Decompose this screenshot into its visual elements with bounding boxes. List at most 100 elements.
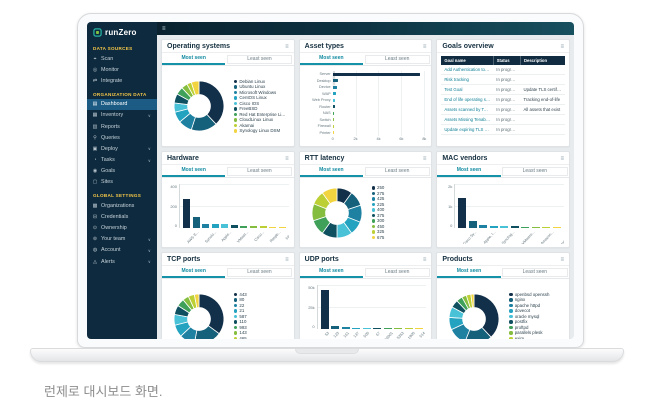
goals-table-container: Goal name Status Description Add Authentica…	[437, 53, 569, 146]
sidebar-item-credentials[interactable]: ⊟ Credentials	[87, 211, 157, 222]
panel-menu-icon[interactable]: ≡	[560, 43, 564, 50]
tab-most-seen[interactable]: Most seen	[162, 53, 226, 65]
goals-table: Goal name Status Description Add Authentica…	[441, 56, 565, 135]
panel-menu-icon[interactable]: ≡	[560, 256, 564, 263]
panel-menu-icon[interactable]: ≡	[285, 43, 289, 50]
tab-least-seen[interactable]: Least seen	[502, 267, 568, 277]
legend-dot	[509, 309, 513, 313]
tab-least-seen[interactable]: Least seen	[364, 267, 430, 277]
goal-row: Add Authentication to all Re...In progre…	[441, 65, 565, 75]
bar-chart: 2k 1k 0 Cisco Sy... Apple, I... Synolog... VMw…	[442, 181, 564, 244]
bar	[500, 226, 509, 228]
donut-chart	[449, 293, 500, 339]
sidebar-item-label: Scan	[101, 55, 114, 62]
goal-status: In progress	[493, 104, 521, 115]
legend-item: proftpd	[509, 325, 549, 331]
sidebar-item-label: Dashboard	[101, 101, 128, 108]
sidebar-item-goals[interactable]: ◉ Goals	[87, 166, 157, 177]
bar	[332, 118, 334, 122]
sidebar-item-integrate[interactable]: ⇄ Integrate	[87, 75, 157, 86]
goal-link[interactable]: Assets Missing Tenable Vul...	[441, 114, 494, 125]
runzero-logo-icon	[93, 28, 102, 37]
legend-dot	[371, 186, 376, 190]
bar	[259, 226, 267, 228]
tab-most-seen[interactable]: Most seen	[299, 266, 363, 278]
legend-dot	[234, 123, 238, 128]
tab-least-seen[interactable]: Least seen	[364, 54, 430, 64]
bar	[404, 328, 413, 329]
bar-row: Server	[305, 72, 427, 77]
bar	[394, 328, 403, 329]
sidebar-item-ownership[interactable]: ⊙ Ownership	[87, 222, 157, 233]
legend-item: 275	[371, 191, 384, 197]
legend-dot	[509, 303, 513, 308]
legend-item: exim	[509, 336, 549, 339]
bar	[332, 98, 336, 102]
panel-hardware: Hardware ≡ Most seen Least seen 400 200 0 A…	[161, 151, 295, 248]
sidebar-section-header: ORGANIZATION DATA	[93, 91, 147, 97]
panel-title: Hardware	[167, 155, 199, 162]
sidebar-item-dashboard[interactable]: ▤ Dashboard	[87, 98, 157, 110]
legend-dot	[371, 197, 376, 201]
queries-icon: ⚲	[93, 134, 97, 141]
goal-link[interactable]: Risk tracking	[441, 74, 494, 85]
tab-least-seen[interactable]: Least seen	[502, 166, 568, 176]
tab-least-seen[interactable]: Least seen	[226, 54, 293, 64]
hamburger-menu-icon[interactable]: ≡	[162, 25, 166, 32]
monitor-icon: ◎	[92, 66, 98, 73]
tab-least-seen[interactable]: Least seen	[226, 267, 293, 277]
legend-dot	[234, 320, 238, 324]
tab-least-seen[interactable]: Least seen	[364, 166, 430, 176]
bar	[468, 220, 477, 228]
panel-menu-icon[interactable]: ≡	[422, 43, 427, 50]
sidebar-item-alerts[interactable]: ◬ Alerts ∨	[87, 256, 157, 267]
sidebar-item-reports[interactable]: ▥ Reports	[87, 121, 157, 132]
goal-link[interactable]: Add Authentication to all Re...	[441, 65, 494, 75]
goal-link[interactable]: Assets scanned by Tenable ...	[441, 104, 494, 115]
sidebar: runZero DATA SOURCES ⌖ Scan ◎ Monitor ⇄ Integr…	[87, 22, 157, 339]
panel-menu-icon[interactable]: ≡	[285, 256, 289, 263]
panel-rtt-latency: RTT latency ≡ Most seen Least seen 250 27…	[298, 151, 433, 248]
tab-least-seen[interactable]: Least seen	[226, 166, 293, 176]
panel-menu-icon[interactable]: ≡	[422, 155, 427, 162]
legend-dot	[234, 309, 238, 313]
panel-title: RTT latency	[304, 155, 345, 162]
sidebar-item-scan[interactable]: ⌖ Scan	[87, 53, 157, 64]
sidebar-item-deploy[interactable]: ▣ Deploy ∨	[87, 143, 157, 154]
goal-link[interactable]: Update expiring TLS certs	[441, 124, 494, 135]
tab-most-seen[interactable]: Most seen	[299, 53, 363, 65]
chevron-down-icon: ∨	[147, 236, 151, 242]
chevron-down-icon: ∨	[147, 146, 151, 152]
panel-menu-icon[interactable]: ≡	[285, 155, 289, 162]
sidebar-item-sites[interactable]: ▢ Sites	[87, 177, 157, 188]
alerts-icon: ◬	[93, 258, 97, 265]
tab-most-seen[interactable]: Most seen	[162, 266, 226, 278]
bar	[352, 327, 361, 329]
tab-most-seen[interactable]: Most seen	[437, 165, 501, 177]
sidebar-item-account[interactable]: ◍ Account ∨	[87, 245, 157, 256]
sidebar-item-inventory[interactable]: ▦ Inventory ∨	[87, 110, 157, 121]
sidebar-item-your-team[interactable]: ⊚ Your team ∨	[87, 234, 157, 245]
panel-menu-icon[interactable]: ≡	[560, 155, 564, 162]
laptop-notch	[295, 349, 359, 354]
runzero-logo[interactable]: runZero	[87, 22, 157, 41]
bar	[249, 226, 257, 228]
goal-status: In progress	[493, 114, 521, 125]
bar-label: Switch	[319, 117, 331, 122]
bar	[192, 217, 200, 228]
legend-item: Ubuntu Linux	[234, 84, 285, 90]
scan-icon: ⌖	[93, 55, 97, 62]
sidebar-item-label: Integrate	[101, 77, 123, 84]
goal-link[interactable]: Test Goal	[441, 84, 494, 95]
sidebar-item-organizations[interactable]: ▩ Organizations	[87, 200, 157, 211]
goal-link[interactable]: End of life operating systems	[441, 94, 494, 105]
bar	[332, 111, 335, 115]
tab-most-seen[interactable]: Most seen	[437, 266, 501, 278]
sidebar-item-tasks[interactable]: ◔ Tasks ∨	[87, 155, 157, 166]
tab-most-seen[interactable]: Most seen	[162, 165, 226, 177]
tab-most-seen[interactable]: Most seen	[299, 165, 363, 177]
sidebar-item-label: Goals	[101, 168, 116, 175]
panel-menu-icon[interactable]: ≡	[422, 256, 427, 263]
sidebar-item-queries[interactable]: ⚲ Queries	[87, 132, 157, 143]
sidebar-item-monitor[interactable]: ◎ Monitor	[87, 64, 157, 75]
